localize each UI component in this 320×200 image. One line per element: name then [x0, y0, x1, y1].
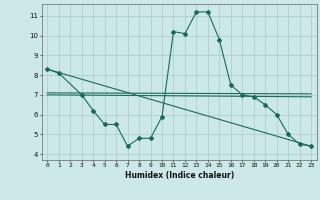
X-axis label: Humidex (Indice chaleur): Humidex (Indice chaleur) — [124, 171, 234, 180]
